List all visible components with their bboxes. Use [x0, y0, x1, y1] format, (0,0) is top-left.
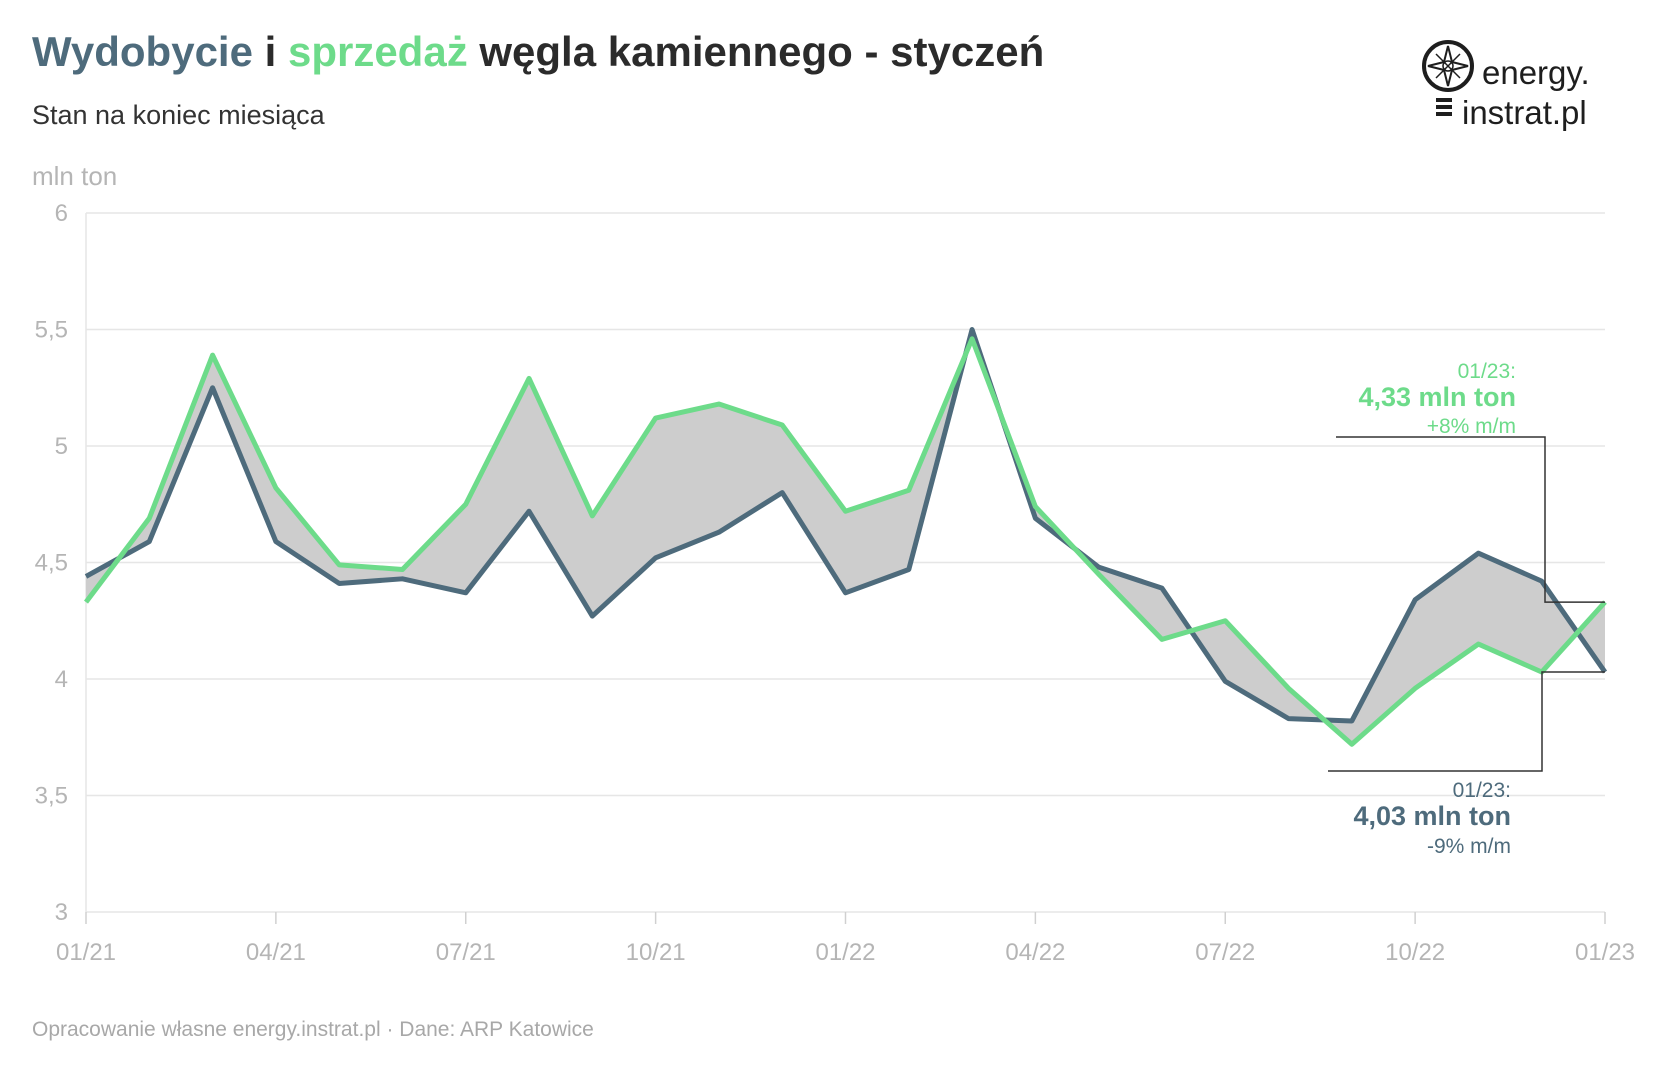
production-annotation-change: -9% m/m: [1427, 835, 1511, 858]
logo-text-energy: energy.: [1482, 54, 1590, 91]
x-tick-label: 04/21: [246, 939, 306, 966]
y-tick-label: 5: [55, 433, 68, 460]
production-line: [84, 327, 1608, 724]
compass-bulb-icon: [1422, 40, 1474, 116]
sales-line: [84, 336, 1607, 747]
x-tick-label: 04/22: [1005, 939, 1065, 966]
x-tick-label: 01/23: [1575, 939, 1635, 966]
y-axis-label: mln ton: [32, 161, 117, 191]
x-tick-label: 07/22: [1195, 939, 1255, 966]
brand-logo: energy. instrat.pl: [1418, 34, 1618, 144]
production-annotation-value: 4,03 mln ton: [1353, 801, 1511, 831]
title-rest: węgla kamiennego - styczeń: [467, 28, 1045, 75]
x-tick-label: 01/22: [815, 939, 875, 966]
y-tick-label: 4,5: [35, 550, 68, 577]
x-tick-label: 10/22: [1385, 939, 1445, 966]
sales-annotation-change: +8% m/m: [1427, 415, 1516, 438]
production-callout-line: [1328, 671, 1605, 772]
source-note: Opracowanie własne energy.instrat.pl · D…: [32, 1018, 594, 1041]
difference-area: [86, 329, 1605, 745]
x-axis: 01/21 04/21 07/21 10/21 01/22 04/22 07/22 10/22…: [56, 912, 1635, 966]
sales-callout-line: [1336, 436, 1605, 603]
logo-text-instrat: instrat.pl: [1462, 94, 1587, 131]
production-annotation-date: 01/23:: [1453, 779, 1511, 802]
y-tick-label: 4: [55, 666, 68, 693]
y-tick-label: 5,5: [35, 317, 68, 344]
chart-subtitle: Stan na koniec miesiąca: [32, 100, 325, 130]
y-tick-labels: 3 3,5 4 4,5 5 5,5 6: [35, 200, 68, 926]
chart-title: Wydobycie i sprzedaż węgla kamiennego - …: [32, 28, 1044, 76]
y-tick-label: 3: [55, 899, 68, 926]
title-connector: i: [252, 28, 288, 75]
y-tick-label: 6: [55, 200, 68, 227]
x-tick-label: 01/21: [56, 939, 116, 966]
title-production-word: Wydobycie: [32, 28, 253, 75]
title-sales-word: sprzedaż: [287, 28, 468, 75]
x-tick-label: 07/21: [436, 939, 496, 966]
callout-leaders: [1328, 436, 1605, 772]
sales-annotation-value: 4,33 mln ton: [1358, 382, 1516, 412]
sales-annotation-date: 01/23:: [1458, 360, 1516, 383]
y-tick-label: 3,5: [35, 783, 68, 810]
x-tick-label: 10/21: [626, 939, 686, 966]
